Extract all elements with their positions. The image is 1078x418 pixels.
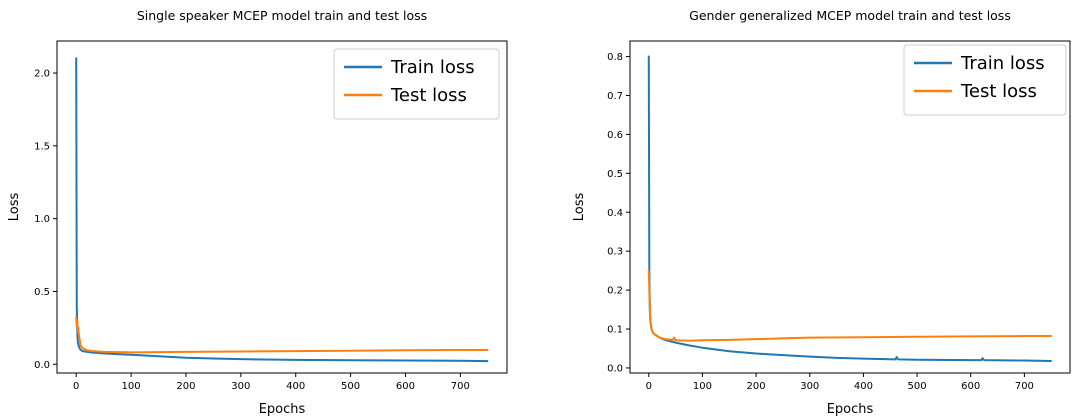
chart1-plot-frame	[56, 40, 508, 374]
chart1-lines	[75, 57, 489, 363]
chart1-x-tick-label: 700	[451, 381, 470, 392]
chart2-x-tick-label: 700	[1015, 381, 1034, 392]
chart2-x-tick-label: 0	[646, 381, 652, 392]
chart1-y-tick-label: 2.0	[34, 69, 50, 80]
chart1-x-axis-label: Epochs	[259, 402, 306, 417]
chart1-test-line	[75, 316, 489, 354]
chart1-y-tick-label: 0.0	[34, 360, 50, 371]
chart2-x-tick-label: 400	[854, 381, 873, 392]
chart1-x-tick-label: 0	[73, 381, 79, 392]
chart2-plot-frame	[629, 40, 1071, 374]
chart2-title: Gender generalized MCEP model train and …	[689, 8, 1011, 23]
chart2-legend-test-label: Test loss	[960, 81, 1037, 102]
chart2-y-tick-label: 0.3	[607, 247, 623, 258]
chart1-x-tick-label: 300	[231, 381, 250, 392]
chart2-x-tick-label: 500	[908, 381, 927, 392]
chart1-legend-train-label: Train loss	[390, 57, 475, 78]
chart2-y-axis-label: Loss	[572, 193, 587, 222]
chart2-y-tick-label: 0.0	[607, 363, 623, 374]
chart2-y-tick-label: 0.1	[607, 325, 623, 336]
chart1-x-tick-label: 100	[122, 381, 141, 392]
chart1-train-line	[75, 57, 489, 363]
chart1-group: Single speaker MCEP model train and test…	[7, 8, 508, 417]
chart1-y-tick-label: 0.5	[34, 287, 50, 298]
chart1-y-tick-label: 1.5	[34, 141, 50, 152]
chart2-x-tick-label: 100	[693, 381, 712, 392]
chart2-y-tick-label: 0.6	[607, 130, 623, 141]
chart2-x-tick-label: 600	[961, 381, 980, 392]
chart2-y-tick-label: 0.5	[607, 169, 623, 180]
chart2-y-tick-label: 0.2	[607, 286, 623, 297]
chart1-legend-test-label: Test loss	[390, 85, 467, 106]
chart1-y-tick-label: 1.0	[34, 214, 50, 225]
chart1-y-axis-label: Loss	[7, 193, 22, 222]
chart2-test-line	[647, 269, 1052, 342]
chart2-x-tick-label: 200	[747, 381, 766, 392]
chart2-y-tick-label: 0.4	[607, 208, 623, 219]
chart2-x-tick-label: 300	[800, 381, 819, 392]
chart2-x-axis-label: Epochs	[827, 402, 874, 417]
chart2-y-tick-label: 0.7	[607, 91, 623, 102]
chart1-legend: Train loss Test loss	[333, 48, 500, 120]
chart2-lines	[647, 55, 1052, 362]
chart2-legend-train-label: Train loss	[960, 53, 1045, 74]
chart1-x-tick-label: 200	[176, 381, 195, 392]
chart1-x-tick-label: 500	[341, 381, 360, 392]
chart2-legend: Train loss Test loss	[903, 44, 1067, 116]
chart1-title: Single speaker MCEP model train and test…	[137, 8, 427, 23]
chart1-x-tick-label: 600	[396, 381, 415, 392]
chart2-group: Gender generalized MCEP model train and …	[572, 8, 1071, 417]
chart2-y-tick-label: 0.8	[607, 52, 623, 63]
chart1-x-tick-label: 400	[286, 381, 305, 392]
